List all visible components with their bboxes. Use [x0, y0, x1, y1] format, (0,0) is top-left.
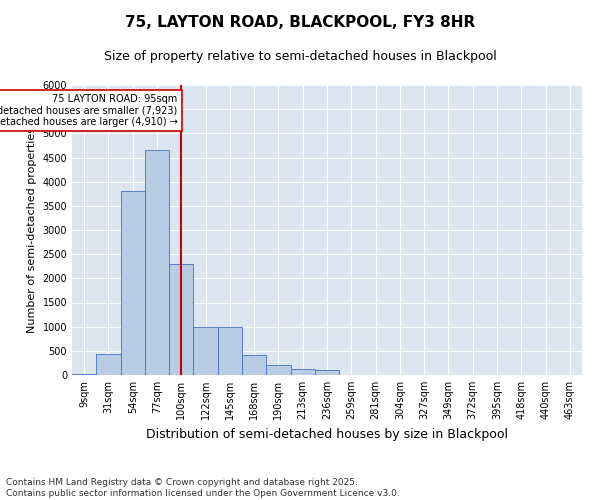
- Text: 75 LAYTON ROAD: 95sqm
← 61% of semi-detached houses are smaller (7,923)
  38% of: 75 LAYTON ROAD: 95sqm ← 61% of semi-deta…: [0, 94, 178, 127]
- Bar: [290, 369, 315, 375]
- Bar: [145, 150, 169, 375]
- Text: 75, LAYTON ROAD, BLACKPOOL, FY3 8HR: 75, LAYTON ROAD, BLACKPOOL, FY3 8HR: [125, 15, 475, 30]
- Text: Size of property relative to semi-detached houses in Blackpool: Size of property relative to semi-detach…: [104, 50, 496, 63]
- Bar: [266, 366, 290, 375]
- Bar: [315, 370, 339, 375]
- Bar: [242, 354, 266, 375]
- Y-axis label: Number of semi-detached properties: Number of semi-detached properties: [27, 127, 37, 333]
- Bar: [96, 354, 121, 375]
- Bar: [193, 326, 218, 375]
- Bar: [72, 374, 96, 375]
- Bar: [169, 264, 193, 375]
- Bar: [218, 326, 242, 375]
- Bar: [121, 192, 145, 375]
- X-axis label: Distribution of semi-detached houses by size in Blackpool: Distribution of semi-detached houses by …: [146, 428, 508, 440]
- Text: Contains HM Land Registry data © Crown copyright and database right 2025.
Contai: Contains HM Land Registry data © Crown c…: [6, 478, 400, 498]
